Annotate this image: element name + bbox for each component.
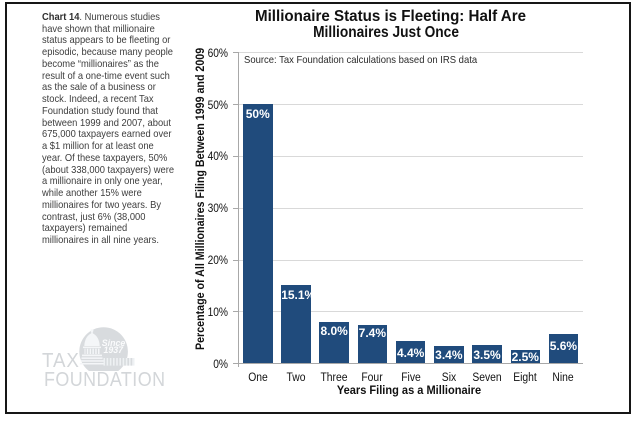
svg-text:1937: 1937	[104, 345, 125, 355]
svg-text:Since: Since	[102, 337, 126, 347]
